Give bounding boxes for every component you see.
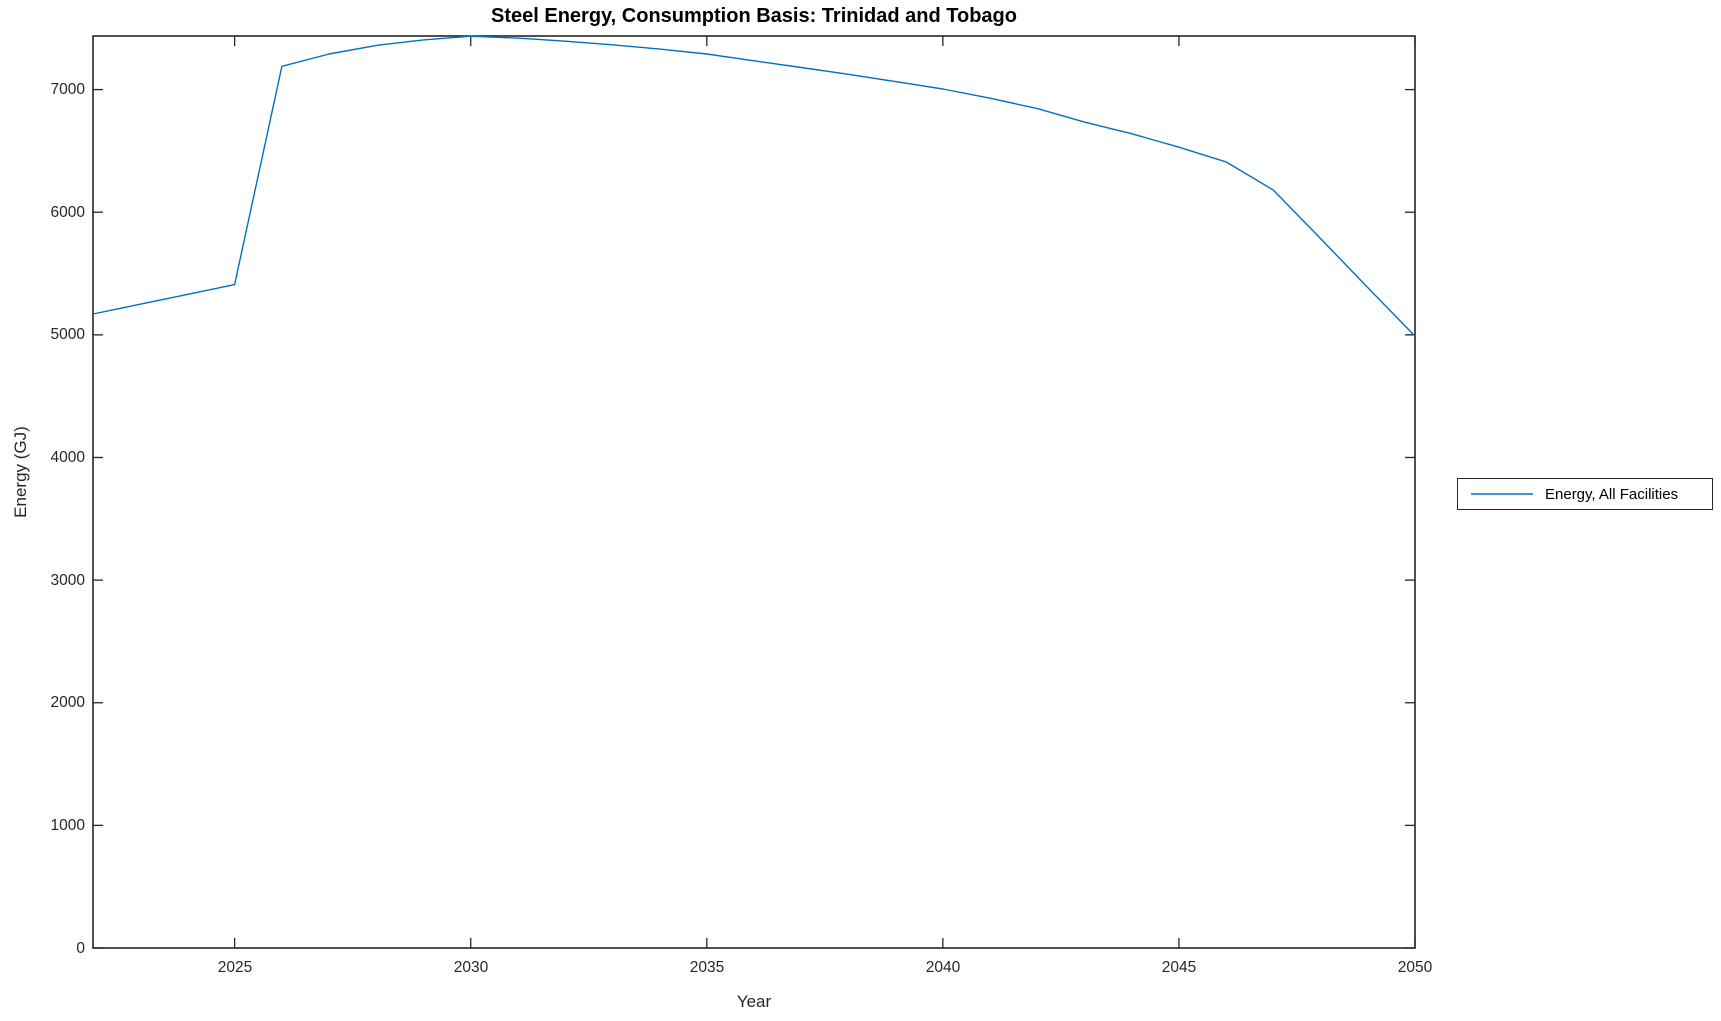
- x-tick-label: 2025: [217, 959, 253, 976]
- x-axis-label: Year: [736, 992, 772, 1011]
- y-tick-label: 7000: [50, 81, 85, 98]
- y-tick-label: 1000: [50, 817, 85, 834]
- legend-label: Energy, All Facilities: [1545, 485, 1679, 503]
- x-tick-label: 2050: [1397, 959, 1433, 976]
- x-tick-label: 2040: [925, 959, 961, 976]
- x-tick-label: 2045: [1161, 959, 1197, 976]
- legend: Energy, All Facilities: [1457, 478, 1713, 510]
- y-tick-label: 6000: [50, 204, 85, 221]
- y-tick-label: 0: [76, 940, 85, 957]
- chart-title: Steel Energy, Consumption Basis: Trinida…: [491, 5, 1017, 27]
- y-tick-label: 3000: [50, 572, 85, 589]
- x-tick-label: 2035: [689, 959, 725, 976]
- y-axis-label: Energy (GJ): [11, 426, 30, 518]
- y-tick-label: 5000: [50, 326, 85, 343]
- legend-line-icon: [1471, 493, 1533, 495]
- y-tick-label: 2000: [50, 694, 85, 711]
- plot-border: [92, 35, 1416, 949]
- data-line-energy-all-facilities: [92, 35, 1416, 337]
- x-tick-label: 2030: [453, 959, 489, 976]
- y-tick-label: 4000: [50, 449, 85, 466]
